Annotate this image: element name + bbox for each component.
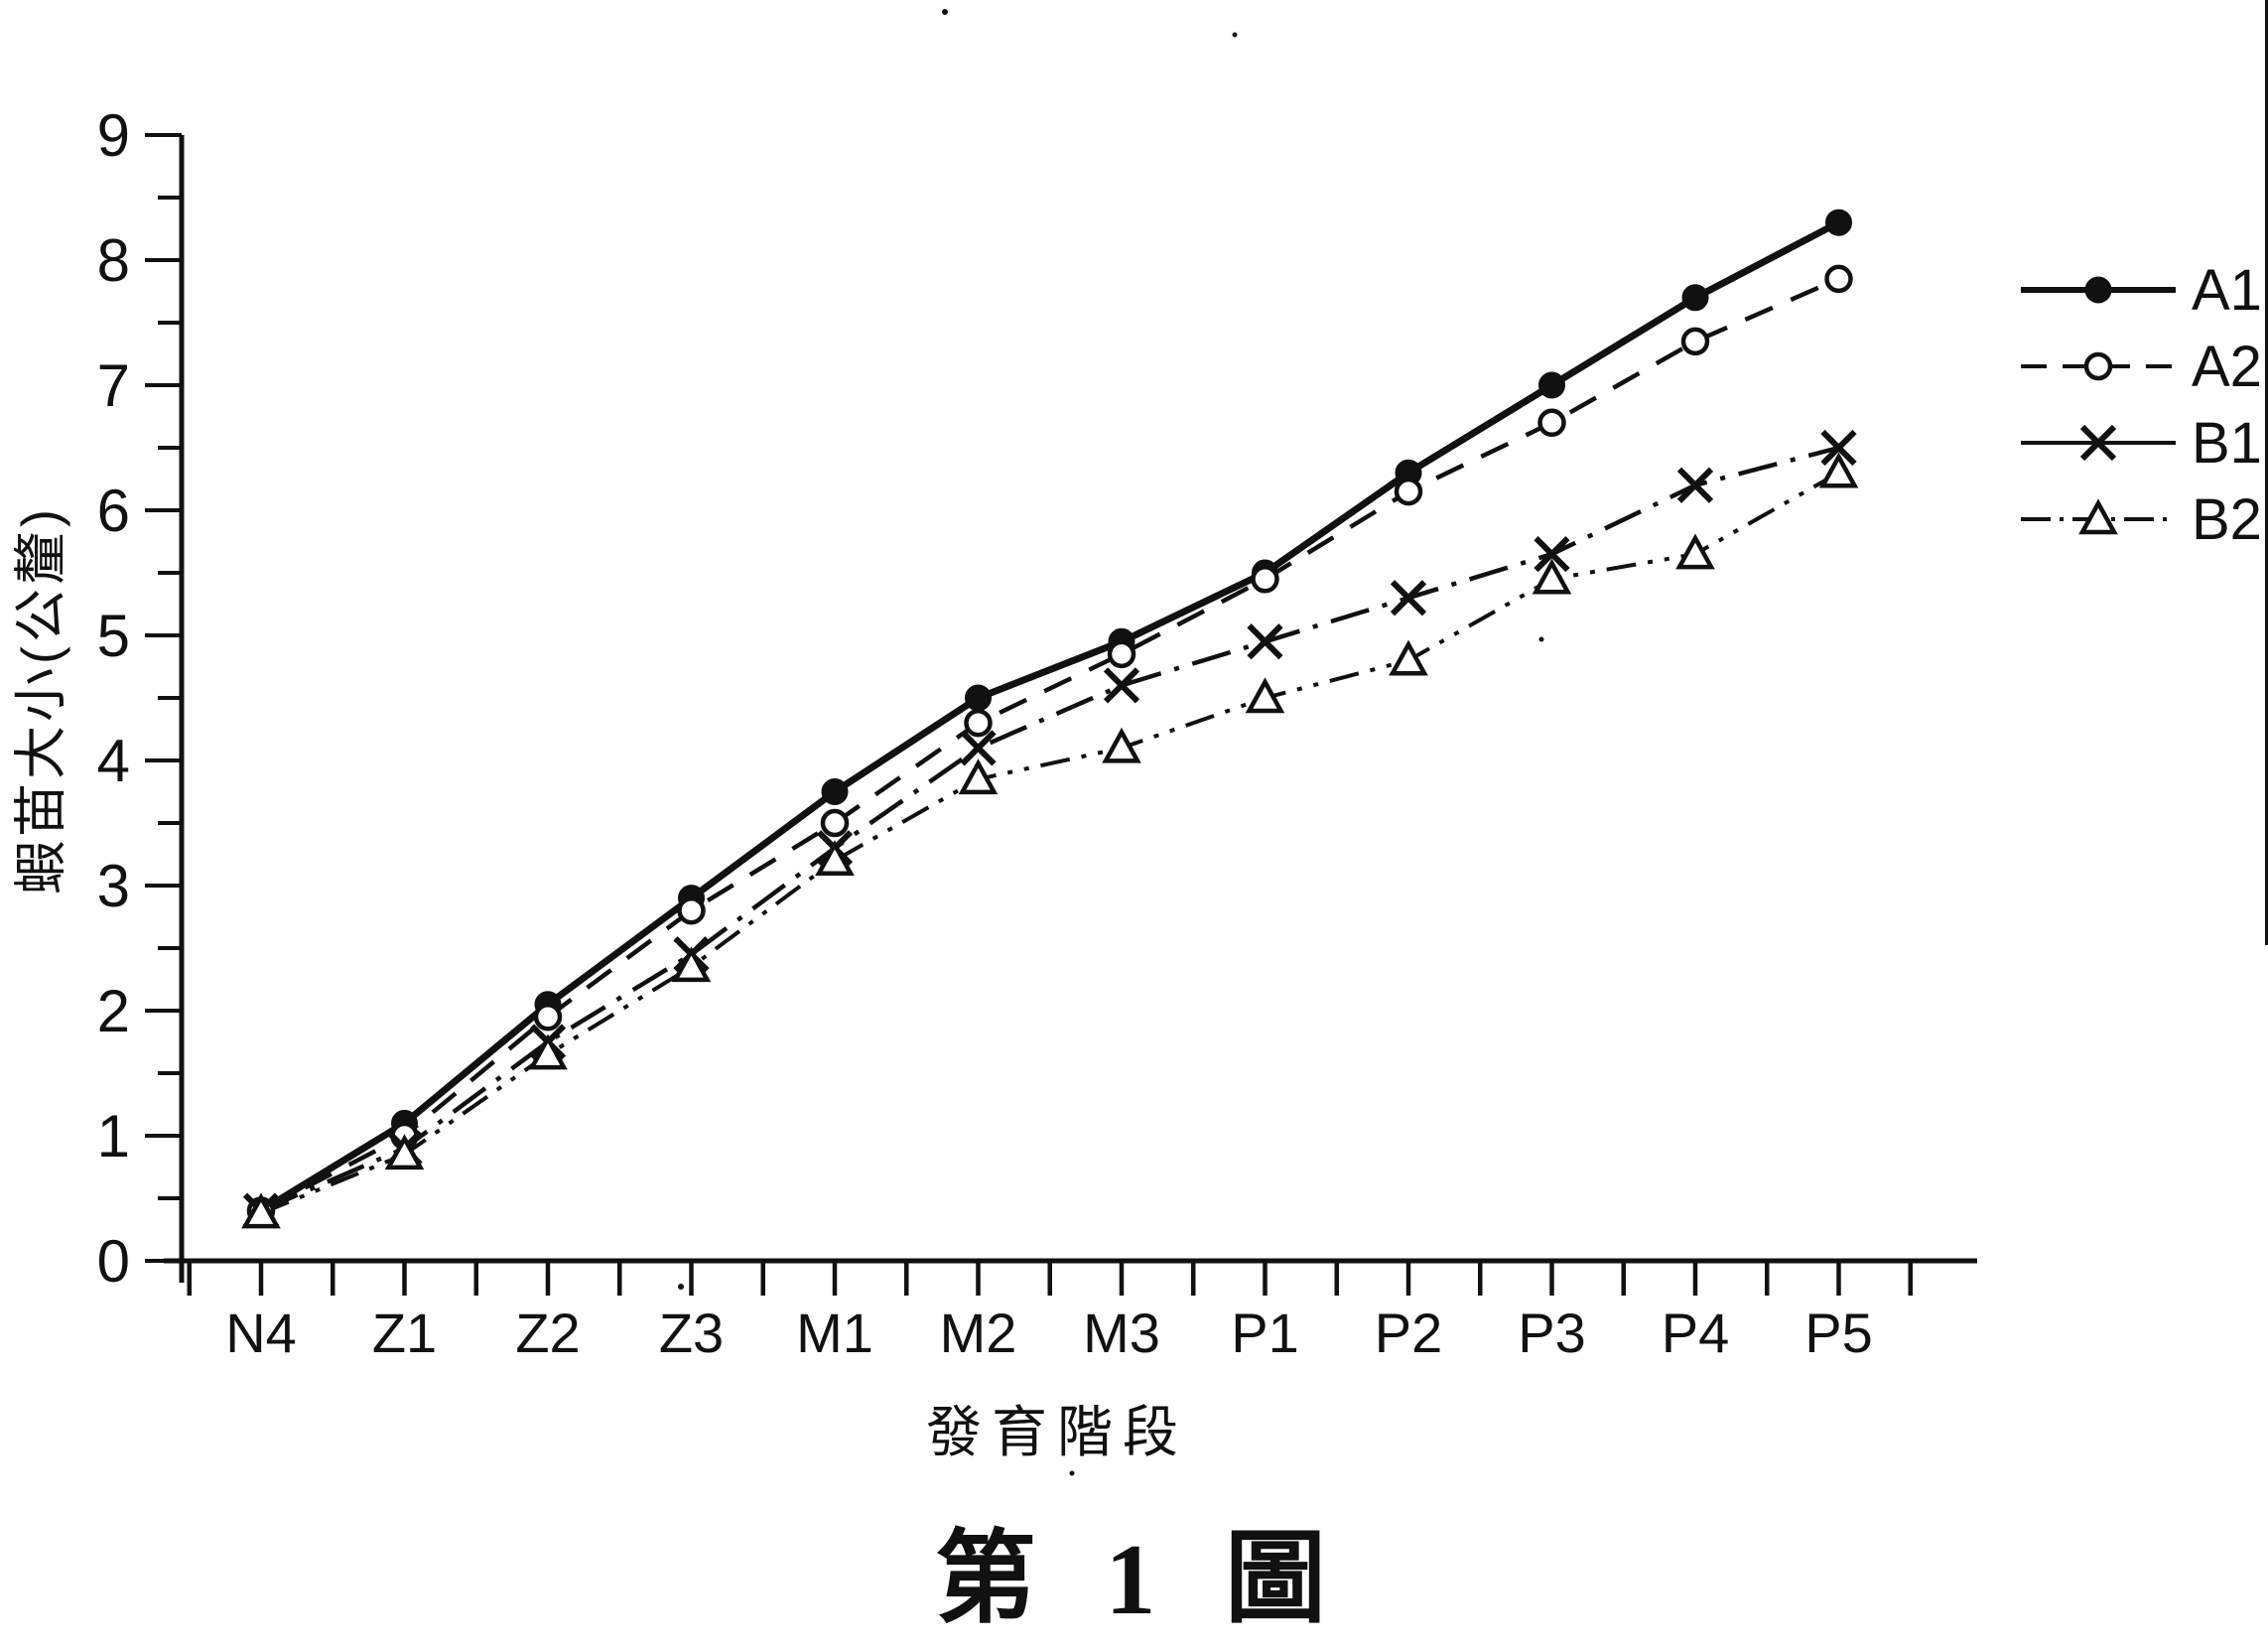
x-marker (960, 730, 997, 766)
open-circle-marker (820, 808, 850, 838)
series-line-A2 (259, 276, 1840, 1213)
open-circle-marker (2083, 351, 2113, 381)
y-tick-label: 1 (97, 1103, 130, 1169)
y-tick-labels: 0 1 2 3 4 5 6 7 8 9 (97, 102, 130, 1295)
axes (164, 135, 1977, 1283)
filled-circle-marker (821, 778, 849, 805)
speck (1538, 636, 1544, 642)
y-tick-label: 5 (97, 603, 130, 669)
legend-label: B2 (2192, 487, 2262, 552)
x-marker (1103, 667, 1140, 704)
legend-label: A1 (2192, 258, 2262, 323)
x-marker (1247, 623, 1283, 660)
scan-edge-line (2265, 0, 2268, 945)
x-tick-label: M2 (940, 1302, 1017, 1364)
y-tick-label: 3 (97, 853, 130, 919)
y-tick-label: 0 (97, 1228, 130, 1295)
x-marker (1534, 535, 1570, 573)
x-tick-label: P2 (1375, 1302, 1443, 1364)
speck (942, 9, 948, 15)
x-tick-label: M3 (1083, 1302, 1160, 1364)
open-circle-marker (1824, 264, 1853, 294)
y-axis-title: 蝦苗大小(公釐) (11, 505, 71, 894)
series-markers-A2 (246, 264, 1853, 1225)
legend-item-B1: B1 (2021, 411, 2262, 476)
legend-item-B2: B2 (2021, 487, 2262, 552)
x-tick-label: N4 (225, 1302, 297, 1364)
triangle-marker (1532, 558, 1572, 595)
y-tick-label: 2 (97, 978, 130, 1044)
y-tick-label: 7 (97, 352, 130, 419)
x-axis-title: 發育階段 (926, 1401, 1188, 1463)
triangle-marker (1389, 639, 1428, 676)
open-circle-marker (1537, 408, 1566, 438)
filled-circle-marker (1681, 284, 1709, 312)
x-marker (1390, 580, 1427, 617)
legend-label: B1 (2192, 411, 2262, 476)
series-line-A1 (259, 219, 1841, 1214)
x-tick-label: P4 (1662, 1302, 1730, 1364)
speck (1069, 1470, 1075, 1476)
speck (678, 1284, 684, 1290)
x-tick-label: Z1 (372, 1302, 437, 1364)
triangle-marker (1675, 533, 1715, 570)
y-tick-label: 4 (97, 728, 130, 794)
open-circle-marker (1394, 477, 1423, 506)
filled-circle-marker (1538, 371, 1565, 399)
filled-circle-marker (2084, 276, 2112, 304)
x-tick-label: Z2 (515, 1302, 580, 1364)
open-circle-marker (677, 895, 706, 925)
triangle-marker (958, 758, 999, 795)
triangle-marker (671, 946, 712, 983)
legend-item-A2: A2 (2021, 335, 2262, 399)
triangle-marker (241, 1192, 281, 1229)
x-tick-label: P1 (1231, 1302, 1299, 1364)
figure-title: 第 1 圖 (935, 1524, 1348, 1636)
x-marker (1820, 429, 1857, 467)
x-tick-label: P3 (1518, 1302, 1586, 1364)
x-tick-label: Z3 (659, 1302, 724, 1364)
triangle-marker (2078, 498, 2118, 535)
open-circle-marker (964, 708, 993, 738)
x-tick-labels: N4 Z1 Z2 Z3 M1 M2 M3 P1 P2 P3 P4 P5 (225, 1302, 1873, 1364)
x-tick-label: M1 (796, 1302, 873, 1364)
open-circle-marker (1107, 639, 1136, 669)
triangle-marker (1818, 452, 1859, 488)
scan-artifacts (678, 0, 2268, 1476)
triangle-marker (815, 840, 855, 877)
speck (1232, 32, 1238, 38)
x-marker (2079, 424, 2117, 462)
y-tick-label: 6 (97, 478, 130, 544)
series-markers-B2 (241, 452, 1859, 1229)
open-circle-marker (533, 1003, 563, 1031)
filled-circle-marker (965, 684, 992, 712)
series-line-B2 (260, 471, 1840, 1215)
triangle-marker (1102, 727, 1141, 763)
triangle-marker (384, 1134, 425, 1170)
open-circle-marker (1680, 327, 1710, 356)
triangle-marker (1245, 677, 1285, 714)
legend-label: A2 (2192, 335, 2262, 399)
series-markers-B1 (242, 429, 1857, 1229)
filled-circle-marker (1825, 208, 1852, 236)
x-marker (1676, 467, 1714, 503)
legend: A1 A2 B1 B2 (2021, 258, 2262, 552)
legend-item-A1: A1 (2021, 258, 2262, 323)
open-circle-marker (1251, 565, 1279, 594)
triangle-marker (528, 1033, 568, 1070)
series-line-B1 (260, 445, 1840, 1213)
x-tick-label: P5 (1804, 1302, 1873, 1364)
y-ticks (145, 133, 182, 1263)
y-tick-label: 8 (97, 227, 130, 294)
y-tick-label: 9 (97, 102, 130, 169)
x-ticks (187, 1261, 1913, 1296)
series-markers-A1 (247, 208, 1852, 1225)
